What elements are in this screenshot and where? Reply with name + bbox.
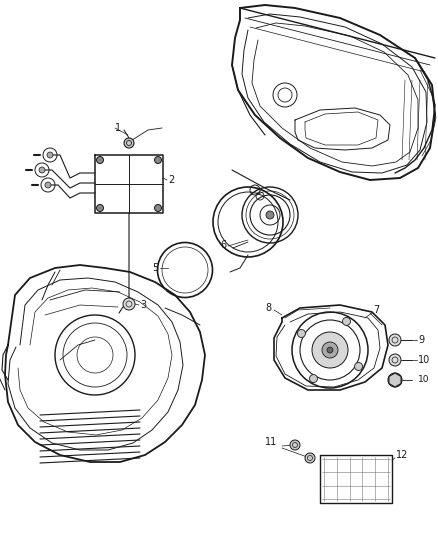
Circle shape (389, 334, 401, 346)
Circle shape (355, 362, 363, 370)
Circle shape (47, 152, 53, 158)
Circle shape (297, 329, 305, 337)
Text: 6: 6 (220, 240, 226, 250)
Circle shape (388, 373, 402, 387)
Text: 8: 8 (265, 303, 271, 313)
Circle shape (322, 342, 338, 358)
Polygon shape (389, 373, 401, 387)
Text: 1: 1 (115, 123, 121, 133)
Circle shape (155, 205, 162, 212)
Circle shape (327, 347, 333, 353)
Circle shape (124, 138, 134, 148)
Circle shape (39, 167, 45, 173)
Circle shape (96, 157, 103, 164)
Text: 2: 2 (168, 175, 174, 185)
Circle shape (123, 298, 135, 310)
Circle shape (266, 211, 274, 219)
Text: 11: 11 (265, 437, 277, 447)
Text: 7: 7 (373, 305, 379, 315)
Text: 12: 12 (396, 450, 408, 460)
Circle shape (310, 375, 318, 383)
Text: 10: 10 (418, 355, 430, 365)
Circle shape (312, 332, 348, 368)
Circle shape (155, 157, 162, 164)
Circle shape (290, 440, 300, 450)
Text: 10: 10 (418, 376, 430, 384)
Text: 5: 5 (152, 263, 158, 273)
Circle shape (343, 318, 350, 326)
Circle shape (96, 205, 103, 212)
Circle shape (305, 453, 315, 463)
Text: 3: 3 (140, 300, 146, 310)
Text: 9: 9 (418, 335, 424, 345)
Circle shape (389, 354, 401, 366)
Circle shape (45, 182, 51, 188)
